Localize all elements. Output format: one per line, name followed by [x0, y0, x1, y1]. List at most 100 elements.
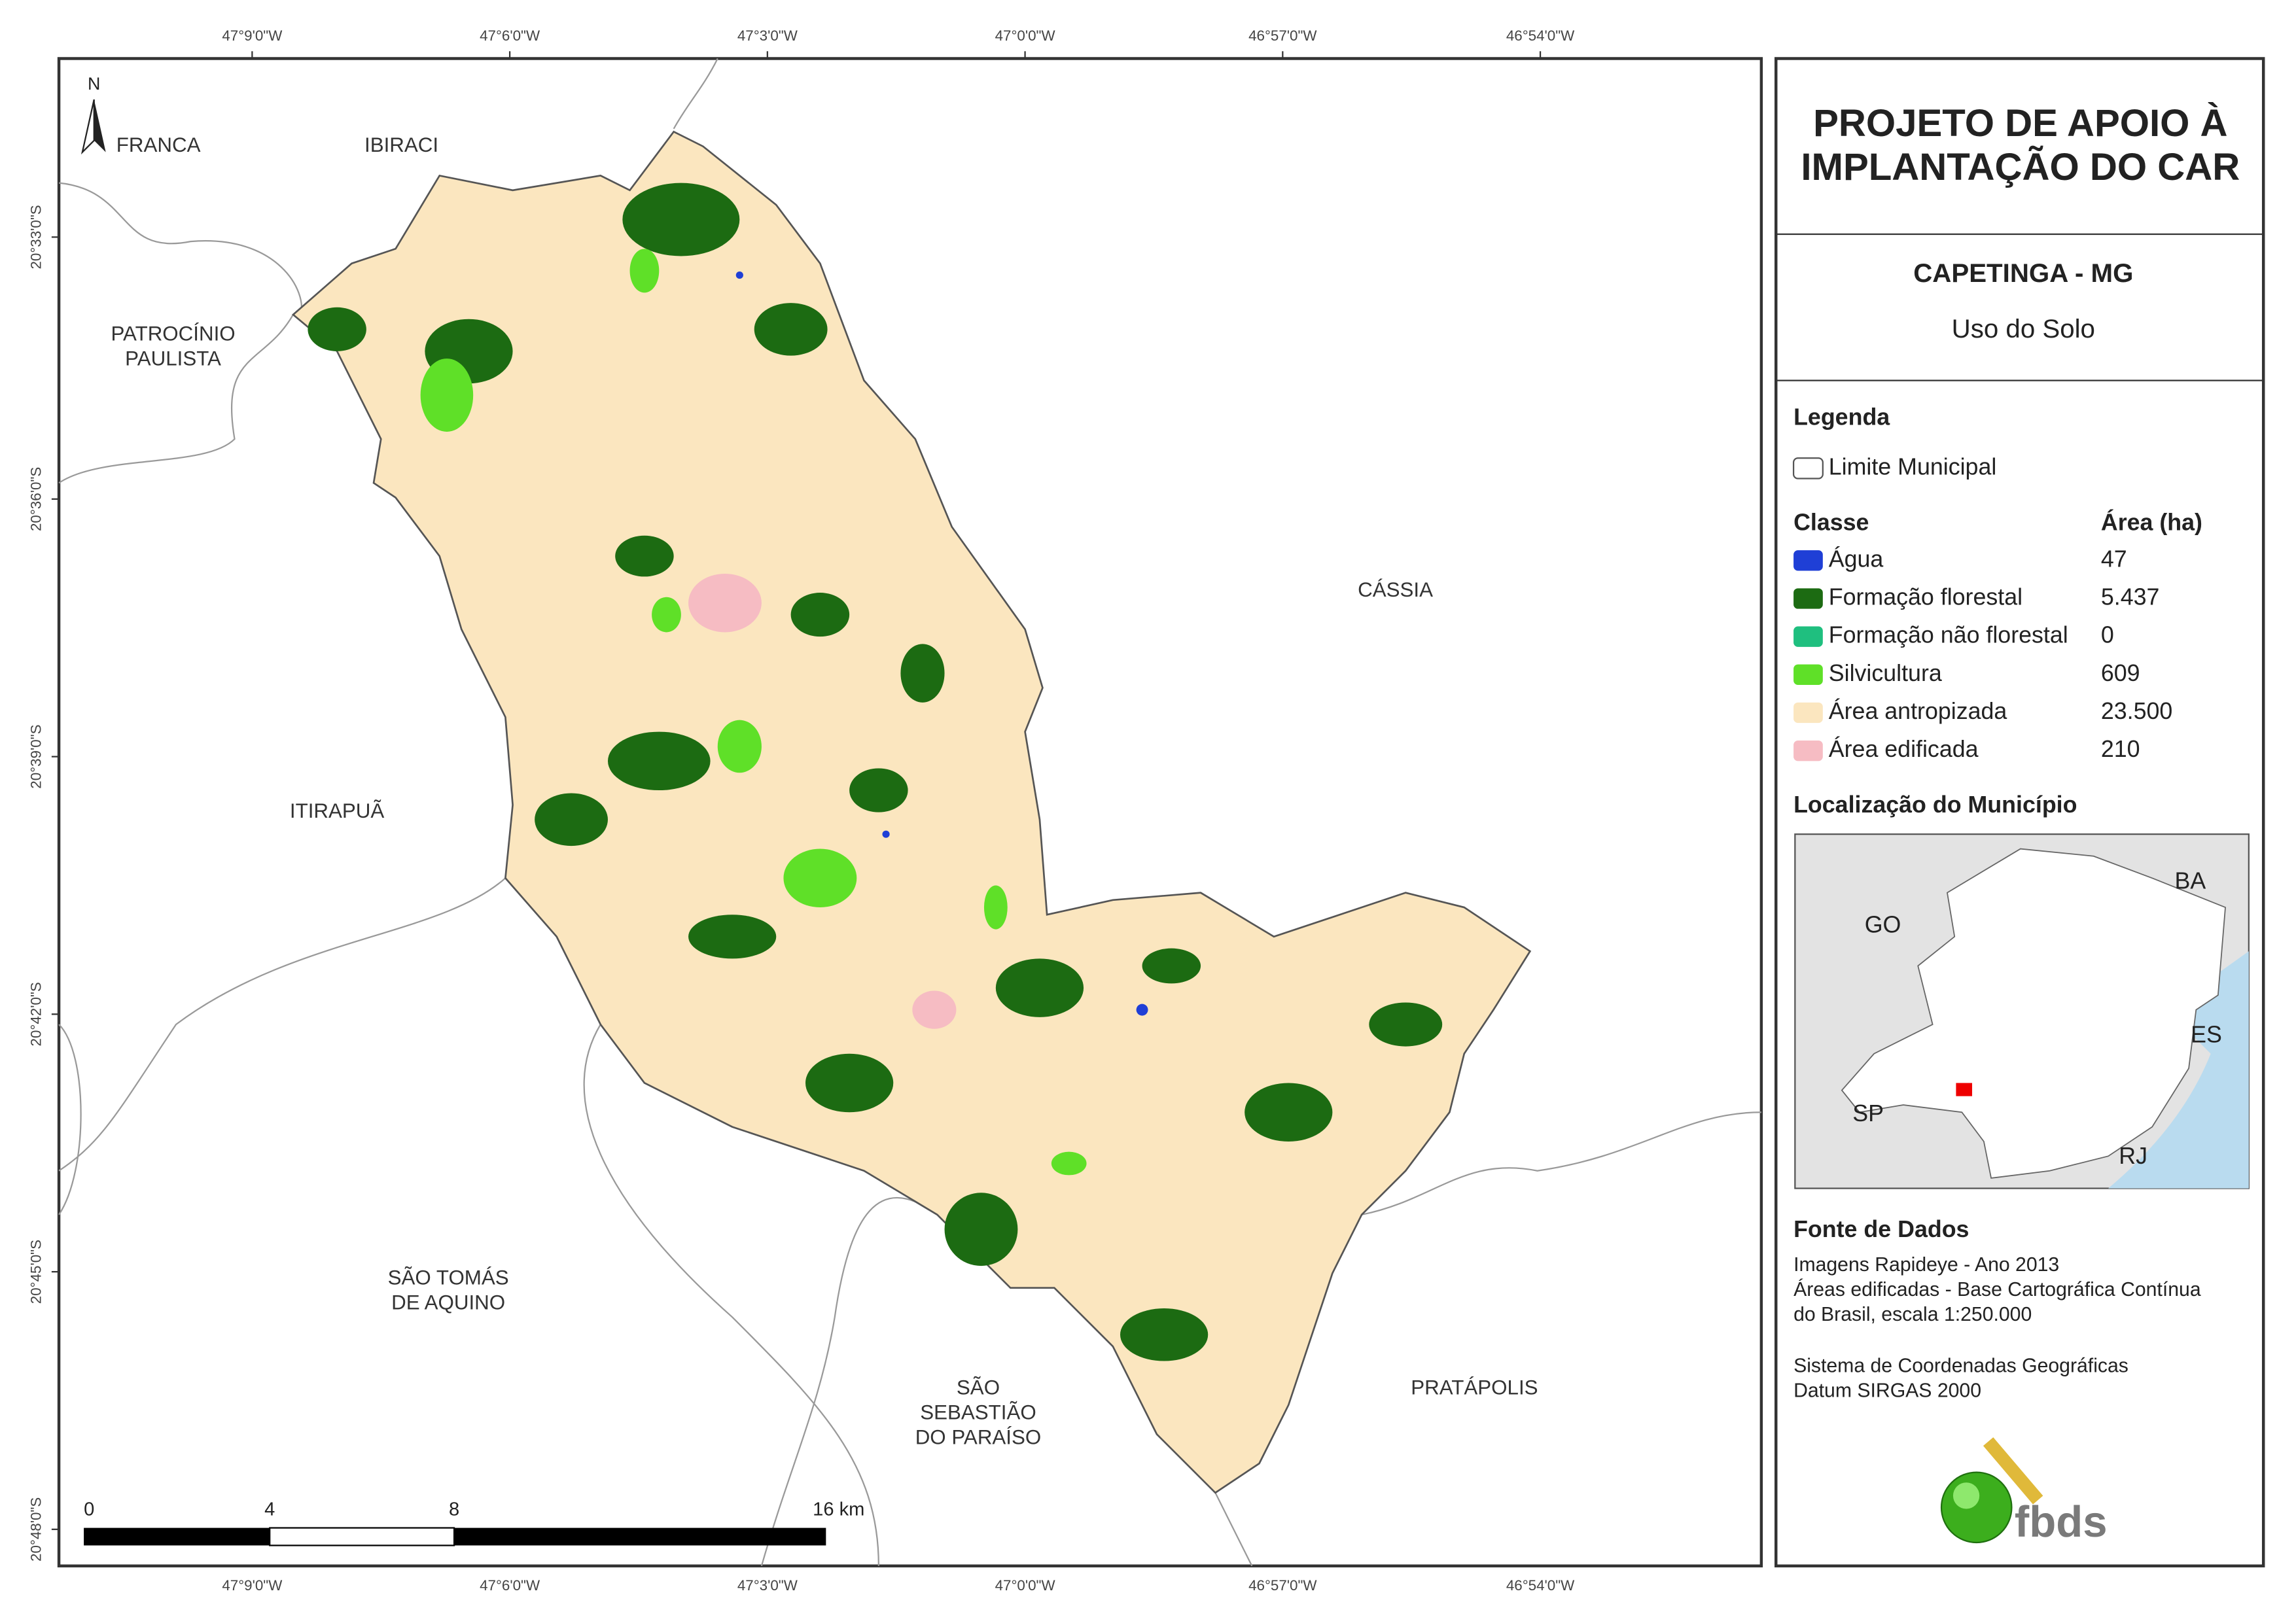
boundary	[1214, 1492, 1253, 1567]
logo-bar	[1983, 1437, 2043, 1505]
longitude-label: 47°3'0"W	[737, 27, 798, 44]
forest	[622, 183, 740, 256]
scale-label: 8	[449, 1499, 459, 1520]
municipality-name: CAPETINGA - MG	[1913, 258, 2133, 288]
silviculture	[783, 848, 857, 908]
class-name: Silvicultura	[1829, 660, 1942, 686]
boundary	[1361, 1111, 1761, 1215]
built-areas	[688, 573, 957, 1029]
latitude-label: 20°39'0"S	[27, 724, 44, 788]
sources-heading: Fonte de Dados	[1793, 1216, 1969, 1242]
municipality-marker	[1956, 1083, 1973, 1096]
place-label: PATROCÍNIO	[111, 323, 235, 345]
logo-highlight	[1952, 1482, 1980, 1509]
silviculture	[1051, 1151, 1087, 1176]
source-line: Datum SIRGAS 2000	[1793, 1380, 1981, 1402]
boundary	[583, 1024, 879, 1566]
latitude-label: 20°45'0"S	[27, 1240, 44, 1304]
source-line: Imagens Rapideye - Ano 2013	[1793, 1254, 2059, 1276]
scale-segment	[84, 1527, 270, 1546]
minas-gerais	[1841, 848, 2226, 1179]
class-area: 47	[2101, 546, 2127, 572]
scale-segment	[269, 1527, 455, 1546]
place-label: DO PARAÍSO	[915, 1425, 1042, 1448]
scale-label: 0	[84, 1499, 94, 1520]
class-area: 23.500	[2101, 698, 2172, 724]
forest	[790, 593, 850, 637]
forest	[1369, 1002, 1443, 1047]
legend-swatch	[1793, 702, 1823, 724]
state-label: SP	[1852, 1100, 1884, 1126]
area-header: Área (ha)	[2101, 509, 2202, 535]
place-label: FRANCA	[116, 133, 201, 156]
location-inset	[1794, 833, 2250, 1189]
legend-swatch	[1793, 740, 1823, 761]
longitude-label: 46°57'0"W	[1248, 1577, 1317, 1594]
silviculture	[983, 885, 1008, 930]
forest	[900, 644, 945, 703]
legend-boundary: Limite Municipal	[1829, 453, 1997, 480]
silviculture	[652, 597, 681, 633]
north-arrow-right	[94, 99, 106, 152]
source-line: Áreas edificadas - Base Cartográfica Con…	[1793, 1279, 2201, 1300]
municipality	[291, 130, 1532, 1494]
logo-sphere	[1940, 1471, 2013, 1544]
water	[882, 830, 890, 838]
longitude-label: 47°3'0"W	[737, 1577, 798, 1594]
class-area: 609	[2101, 660, 2140, 686]
forest	[849, 768, 908, 812]
side-panel	[1775, 57, 2265, 1567]
boundary	[58, 1024, 82, 1215]
latitude-label: 20°48'0"S	[27, 1497, 44, 1562]
longitude-label: 47°9'0"W	[222, 1577, 283, 1594]
water	[1136, 1003, 1148, 1016]
class-area: 210	[2101, 736, 2140, 762]
latitude-label: 20°42'0"S	[27, 982, 44, 1046]
boundary	[58, 314, 294, 484]
scale-bar	[84, 1527, 826, 1546]
boundary	[760, 1196, 938, 1567]
longitude-label: 47°6'0"W	[480, 27, 540, 44]
latitude-label: 20°33'0"S	[27, 205, 44, 269]
place-label: SÃO	[957, 1376, 1000, 1399]
boundary	[58, 877, 506, 1172]
panel-title: PROJETO DE APOIO À	[1813, 102, 2227, 145]
class-name: Área antropizada	[1829, 698, 2007, 724]
legend-swatch	[1793, 664, 1823, 685]
state-label: ES	[2191, 1021, 2222, 1047]
class-name: Água	[1829, 546, 1884, 572]
place-label: DE AQUINO	[391, 1291, 505, 1314]
north-arrow-left	[80, 99, 95, 155]
longitude-label: 47°6'0"W	[480, 1577, 540, 1594]
boundary	[58, 182, 302, 315]
class-name: Formação florestal	[1829, 584, 2022, 610]
place-label: IBIRACI	[364, 133, 438, 156]
forest	[688, 915, 777, 959]
neighbor-boundaries	[58, 58, 1761, 1567]
latitude-label: 20°36'0"S	[27, 467, 44, 531]
scale-label: 16 km	[813, 1499, 864, 1520]
boundary	[673, 58, 718, 130]
longitude-label: 47°0'0"W	[995, 27, 1056, 44]
place-label: SÃO TOMÁS	[388, 1266, 509, 1289]
longitude-label: 46°54'0"W	[1506, 27, 1575, 44]
class-area: 5.437	[2101, 584, 2160, 610]
forest	[1120, 1308, 1209, 1361]
legend-heading: Legenda	[1793, 404, 1890, 430]
silviculture-patches	[420, 249, 1087, 1176]
longitude-label: 46°54'0"W	[1506, 1577, 1575, 1594]
state-label: BA	[2174, 867, 2206, 894]
forest	[944, 1193, 1018, 1266]
ocean	[2108, 951, 2249, 1189]
north-arrow: N	[80, 74, 106, 155]
place-label: PAULISTA	[125, 347, 221, 370]
built-area	[688, 573, 762, 633]
place-label: ITIRAPUÃ	[290, 799, 385, 822]
scale-segment	[454, 1527, 826, 1546]
scale-label: 4	[264, 1499, 275, 1520]
forest	[1142, 948, 1201, 984]
legend-swatch	[1793, 626, 1823, 647]
longitude-label: 47°9'0"W	[222, 27, 283, 44]
class-name: Formação não florestal	[1829, 622, 2068, 648]
